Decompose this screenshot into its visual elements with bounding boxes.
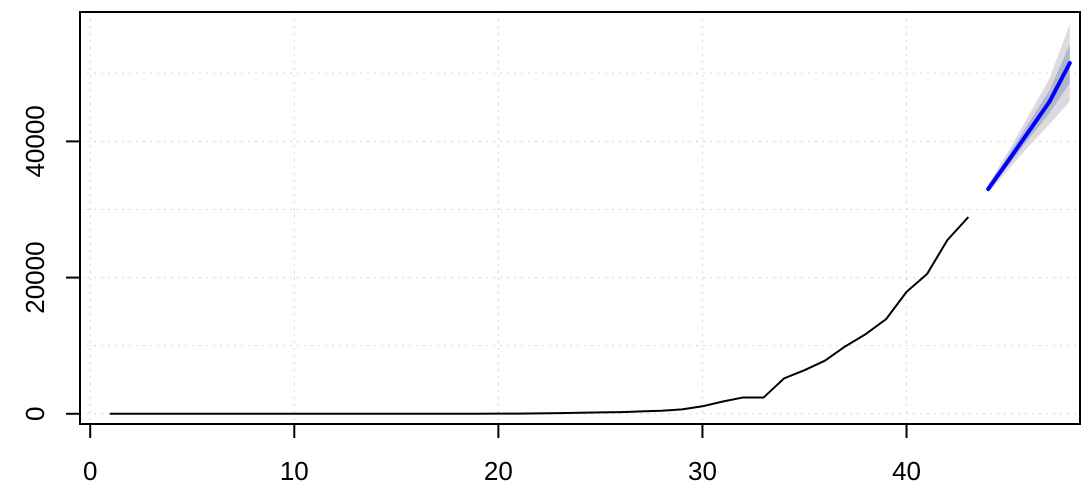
y-tick-label: 40000: [20, 105, 50, 177]
x-tick-label: 30: [688, 456, 717, 486]
forecast-line: [986, 61, 1072, 192]
x-tick-label: 20: [484, 456, 513, 486]
history-line: [109, 216, 969, 415]
series-lines: [109, 61, 1072, 415]
x-tick-label: 40: [892, 456, 921, 486]
band-95: [988, 24, 1070, 194]
y-tick-label: 20000: [20, 241, 50, 313]
x-tick-label: 0: [83, 456, 97, 486]
x-tick-label: 10: [280, 456, 309, 486]
axes: [79, 11, 1081, 425]
y-tick-label: 0: [20, 407, 50, 421]
plot-frame: [79, 11, 1081, 425]
forecast-bands: [988, 24, 1070, 194]
tick-layer: 0 10 20 30 40 0 20000 40000: [20, 105, 921, 486]
grid-layer: [80, 12, 1080, 424]
